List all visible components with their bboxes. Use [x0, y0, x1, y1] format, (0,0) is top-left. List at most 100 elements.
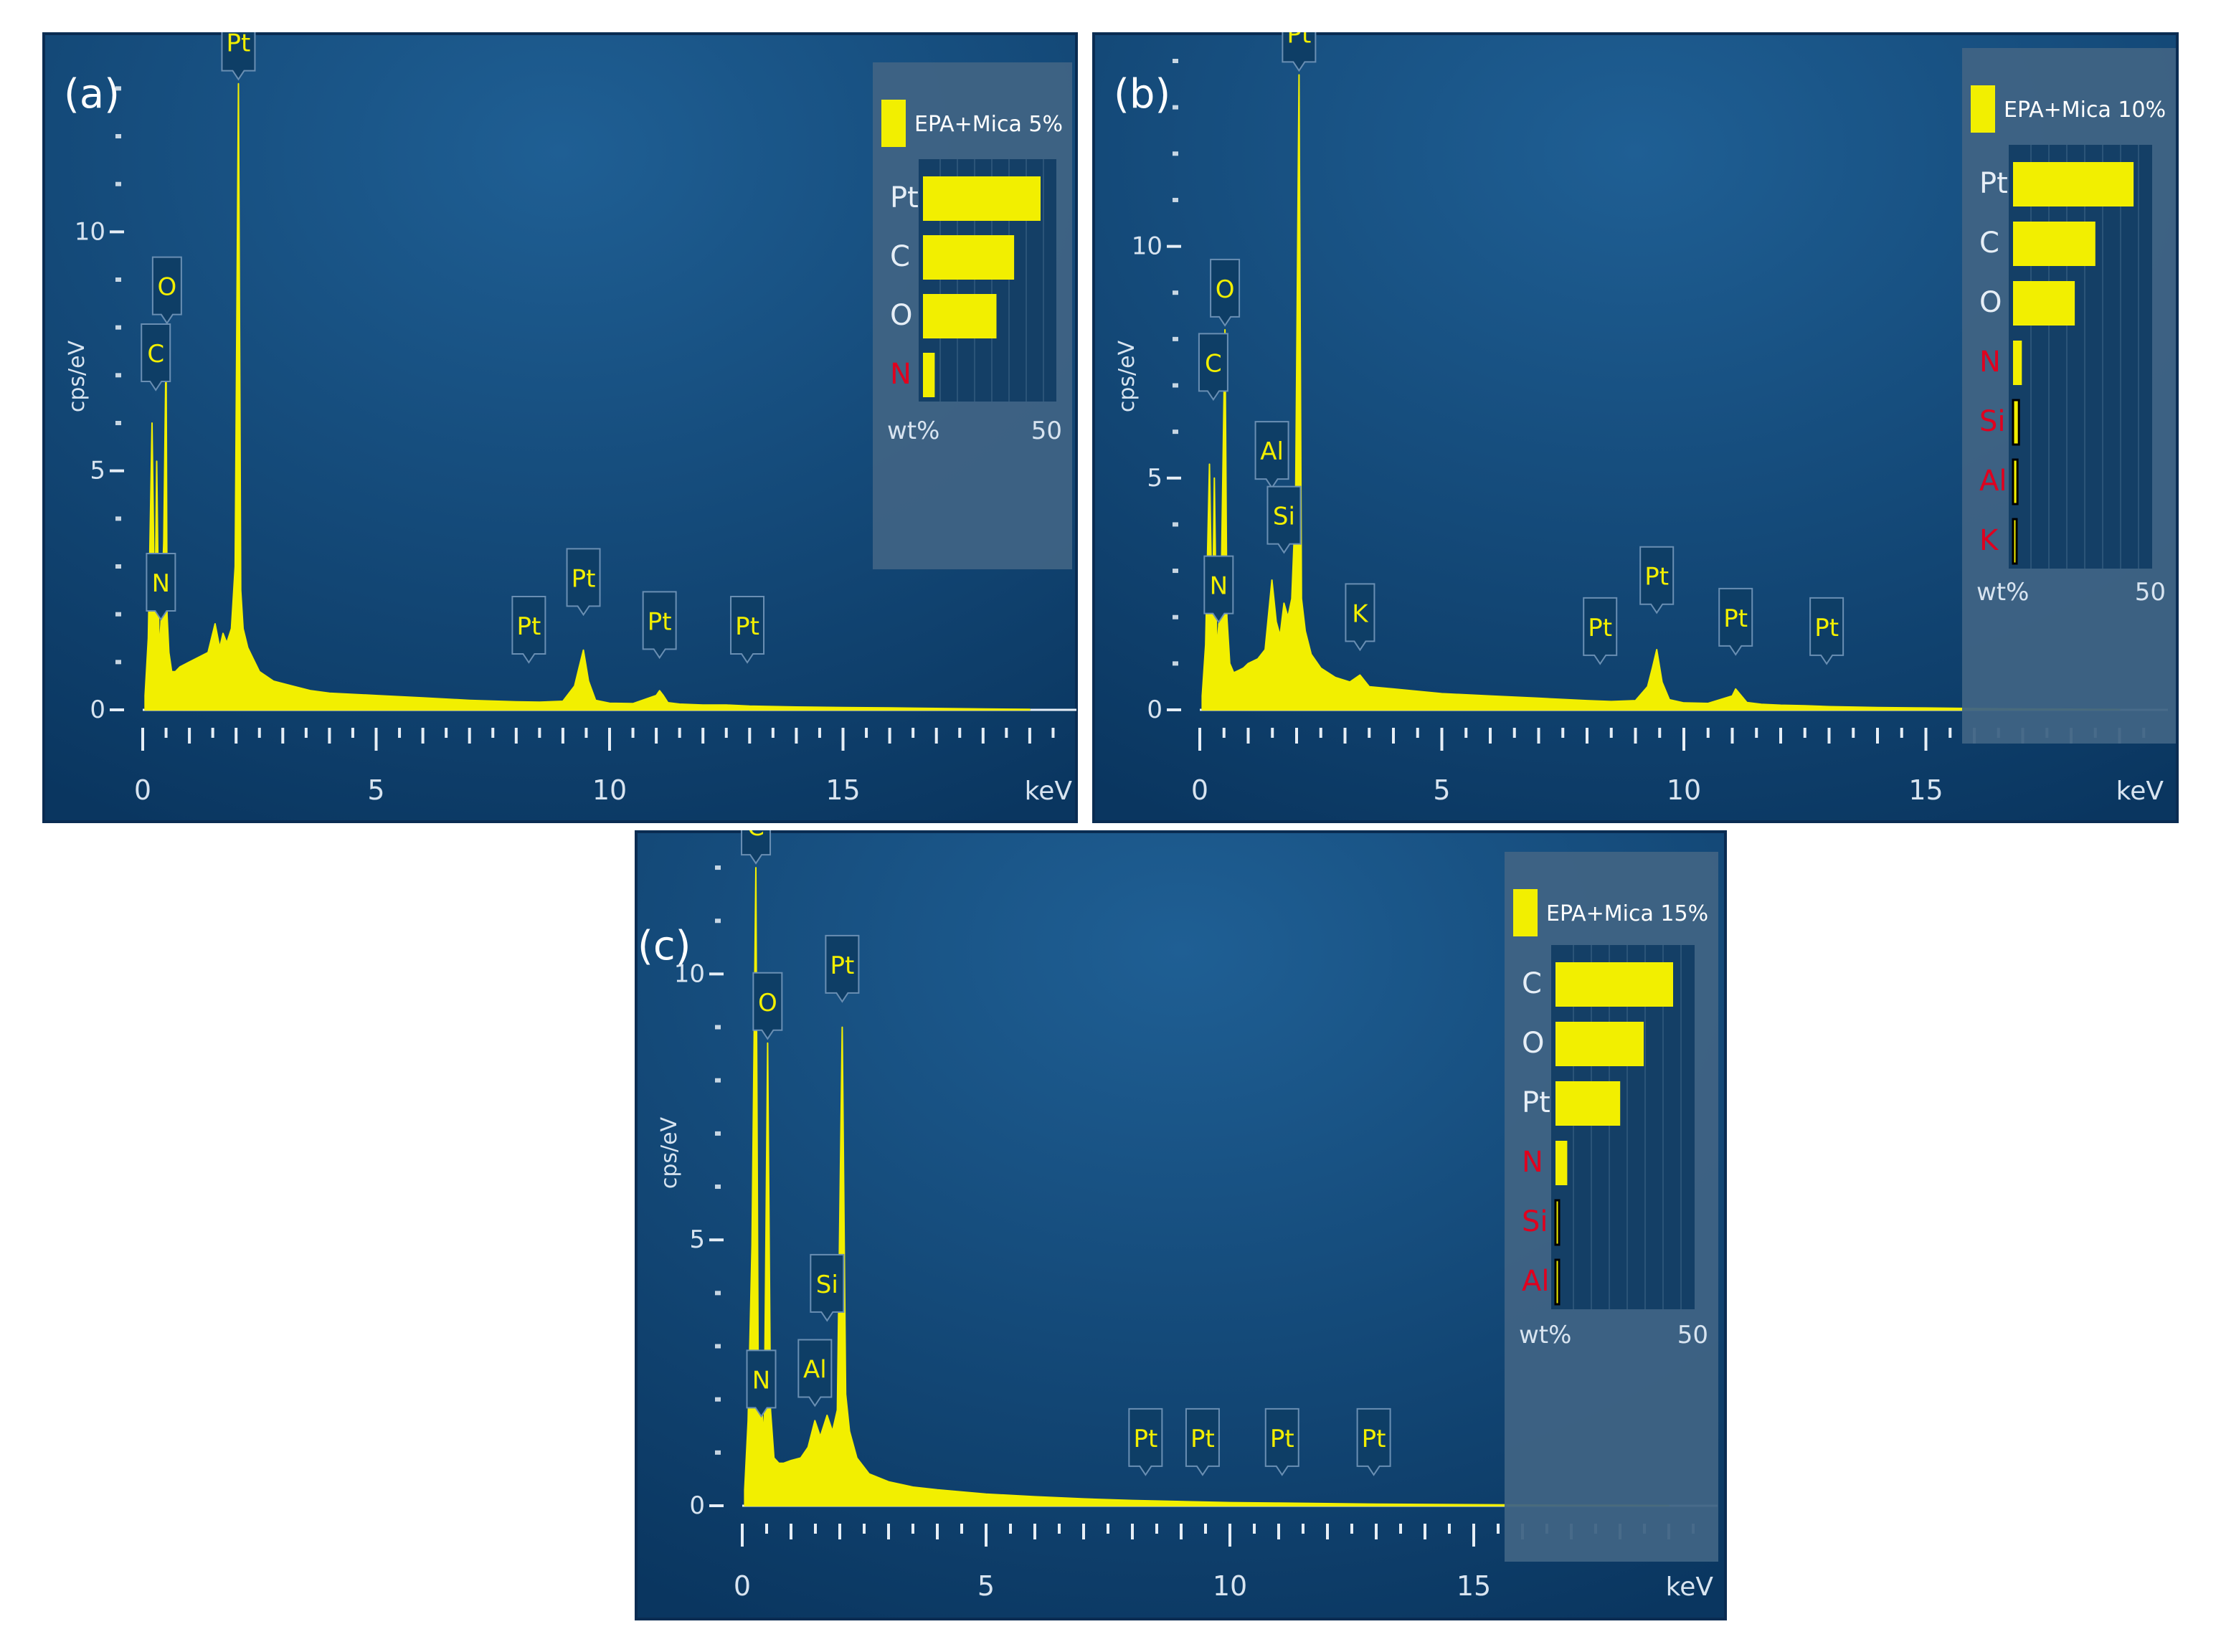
peak-labels: Pt O C N Pt Pt Pt Pt	[141, 32, 765, 664]
peak-label-box	[752, 972, 783, 1040]
composition-bar	[923, 294, 997, 338]
y-minor-tick	[715, 1397, 721, 1402]
peak-label-pt: Pt	[1639, 546, 1675, 614]
spectrum-series	[744, 867, 1670, 1506]
y-minor-tick	[715, 1344, 721, 1349]
peak-label-pt: Pt	[825, 934, 860, 1003]
composition-row-pt: Pt	[1522, 1081, 1621, 1126]
y-minor-tick	[715, 1185, 721, 1190]
peak-label-box	[141, 323, 171, 391]
composition-row-si: Si	[1522, 1199, 1561, 1246]
peak-label-text: Pt	[735, 612, 759, 641]
composition-element-label: Pt	[1979, 167, 2008, 200]
spectrum-series	[1201, 74, 2121, 711]
y-tick-label: 10	[674, 959, 705, 988]
x-tick-label: 10	[1213, 1570, 1247, 1602]
composition-element-label: C	[1979, 227, 1999, 260]
peak-label-text: Pt	[1644, 563, 1669, 592]
peak-label-pt: Pt	[1185, 1407, 1220, 1476]
composition-element-label: O	[1979, 286, 2002, 319]
eds-spectrum-chart-c: (c)cps/eV0510051015keVCOPtSiAlNPtPtPtPtE…	[635, 830, 1727, 1620]
y-minor-tick	[115, 325, 121, 330]
peak-label-box	[741, 830, 772, 865]
x-axis-unit: keV	[2116, 777, 2164, 806]
composition-bar	[923, 176, 1041, 221]
peak-label-box	[146, 553, 176, 621]
y-minor-tick	[1173, 151, 1178, 156]
composition-element-label: N	[1979, 346, 2001, 379]
panel-label: (b)	[1114, 71, 1170, 118]
x-tick-label: 5	[367, 774, 384, 806]
x-tick-label: 0	[1191, 774, 1208, 806]
peak-label-box	[825, 934, 860, 1003]
peak-label-n: N	[146, 553, 176, 621]
peak-labels: Pt O C N Al Si K Pt Pt Pt Pt	[1198, 32, 1844, 665]
peak-label-pt: Pt	[730, 596, 765, 664]
y-tick-label: 0	[1147, 696, 1162, 724]
peak-label-o: O	[1210, 258, 1241, 327]
legend-swatch	[881, 100, 906, 147]
y-tick-label: 0	[689, 1491, 705, 1520]
peak-label-pt: Pt	[221, 32, 256, 81]
composition-element-label: O	[890, 299, 912, 332]
y-minor-tick	[715, 918, 721, 924]
composition-row-pt: Pt	[1979, 162, 2134, 206]
y-minor-tick	[1173, 569, 1178, 574]
y-minor-tick	[1173, 105, 1178, 110]
peak-label-text: N	[1210, 572, 1228, 601]
bar-axis-label: wt%	[1976, 578, 2029, 607]
y-minor-tick	[1173, 336, 1178, 341]
peak-label-pt: Pt	[566, 548, 601, 617]
peak-label-box	[797, 1339, 833, 1407]
x-tick-label: 15	[825, 774, 860, 806]
peak-label-text: Al	[1260, 437, 1284, 466]
y-tick-label: 0	[90, 696, 105, 724]
y-minor-tick	[715, 1078, 721, 1083]
panel-label: (a)	[64, 71, 120, 118]
peak-label-box	[1210, 258, 1241, 327]
peak-label-box	[1583, 597, 1618, 665]
peak-label-n: N	[746, 1349, 777, 1418]
legend-swatch	[1513, 889, 1538, 936]
x-tick-label: 0	[134, 774, 151, 806]
peak-label-text: Pt	[227, 32, 251, 58]
y-minor-tick	[715, 865, 721, 870]
composition-bar	[2013, 162, 2134, 206]
peak-label-pt: Pt	[1583, 597, 1618, 665]
composition-row-n: N	[1979, 341, 2022, 385]
x-axis-unit: keV	[1666, 1572, 1714, 1602]
y-axis-label: cps/eV	[65, 340, 90, 412]
legend-series-name: EPA+Mica 10%	[2004, 98, 2166, 123]
composition-element-label: Si	[1979, 405, 2006, 438]
composition-element-label: N	[890, 358, 911, 391]
peak-label-box	[1185, 1407, 1220, 1476]
y-minor-tick	[715, 1025, 721, 1030]
composition-element-label: C	[890, 240, 910, 273]
y-minor-tick	[1173, 383, 1178, 388]
peak-label-pt: Pt	[1356, 1407, 1391, 1476]
peak-label-text: Pt	[1287, 32, 1311, 49]
peak-label-text: Pt	[516, 612, 541, 641]
y-tick-label: 10	[75, 217, 105, 246]
legend-series-name: EPA+Mica 15%	[1546, 901, 1708, 926]
peak-label-pt: Pt	[1264, 1407, 1299, 1476]
y-axis: 0 5 10	[1132, 59, 1181, 724]
bar-axis-max-label: 50	[1031, 417, 1062, 445]
peak-label-text: O	[1216, 275, 1235, 304]
composition-bar	[1554, 1199, 1561, 1246]
peak-label-text: Pt	[1190, 1425, 1215, 1453]
composition-element-label: C	[1522, 967, 1542, 1000]
x-tick-label: 5	[977, 1570, 995, 1602]
composition-legend: EPA+Mica 10% Pt CON Si Al Kwt% 50	[1962, 48, 2176, 744]
legend-series-name: EPA+Mica 5%	[914, 112, 1063, 137]
y-minor-tick	[115, 564, 121, 569]
y-minor-tick	[1173, 614, 1178, 620]
y-minor-tick	[715, 1131, 721, 1136]
peak-label-box	[221, 32, 256, 81]
peak-label-box	[1639, 546, 1675, 614]
peak-label-text: Pt	[1814, 614, 1839, 642]
peak-label-box	[730, 596, 765, 664]
composition-bar	[923, 235, 1015, 280]
composition-bar	[923, 353, 935, 397]
composition-bar	[1554, 1258, 1561, 1306]
